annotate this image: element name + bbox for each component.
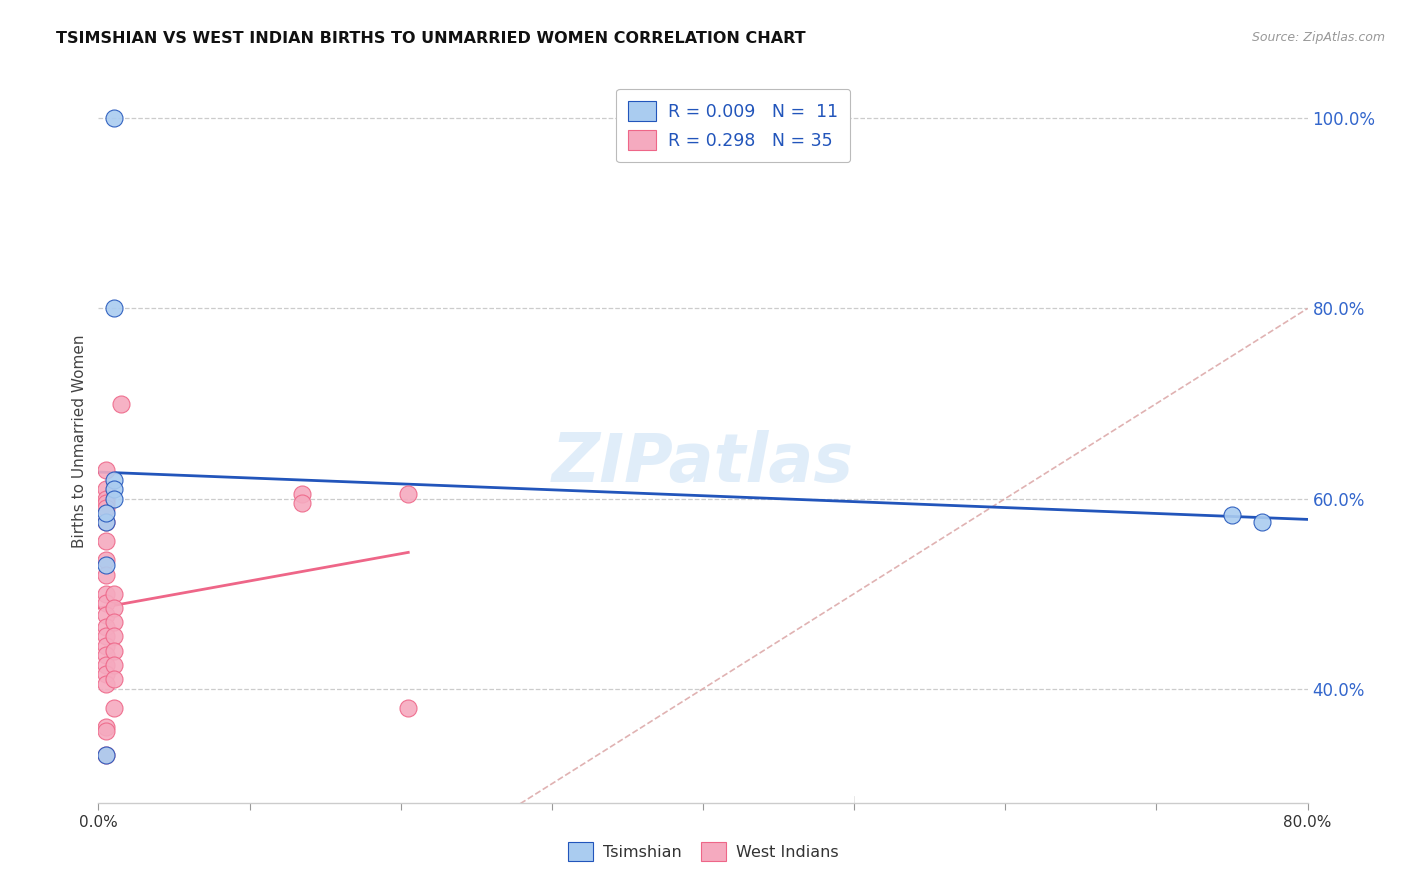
Point [94,496,117,510]
Point [94,677,117,691]
Legend: Tsimshian, West Indians: Tsimshian, West Indians [561,836,845,867]
Point [94,516,117,530]
Point [94,748,117,763]
Point [103,657,125,672]
Text: ZIPatlas: ZIPatlas [553,430,853,496]
Point [103,473,125,487]
Point [103,672,125,686]
Point [94,501,117,516]
Point [103,629,125,643]
Point [94,607,117,622]
Text: TSIMSHIAN VS WEST INDIAN BIRTHS TO UNMARRIED WOMEN CORRELATION CHART: TSIMSHIAN VS WEST INDIAN BIRTHS TO UNMAR… [56,31,806,46]
Point [94,724,117,739]
Point [1251,516,1274,530]
Point [103,491,125,506]
Point [94,639,117,653]
Point [103,482,125,496]
Point [94,648,117,663]
Point [94,667,117,681]
Point [103,643,125,657]
Point [94,506,117,520]
Point [94,534,117,549]
Point [110,396,132,410]
Point [103,700,125,714]
Point [94,587,117,601]
Point [94,558,117,573]
Point [103,601,125,615]
Point [94,629,117,643]
Point [94,553,117,567]
Point [94,720,117,734]
Point [94,657,117,672]
Point [291,496,314,510]
Point [103,587,125,601]
Point [94,482,117,496]
Text: Source: ZipAtlas.com: Source: ZipAtlas.com [1251,31,1385,45]
Point [1220,508,1243,522]
Point [103,615,125,630]
Point [94,491,117,506]
Point [94,516,117,530]
Point [103,301,125,316]
Point [94,463,117,477]
Y-axis label: Births to Unmarried Women: Births to Unmarried Women [72,334,87,549]
Point [291,487,314,501]
Point [94,748,117,763]
Point [396,700,419,714]
Point [94,567,117,582]
Point [103,112,125,126]
Point [94,596,117,610]
Point [396,487,419,501]
Point [94,620,117,634]
